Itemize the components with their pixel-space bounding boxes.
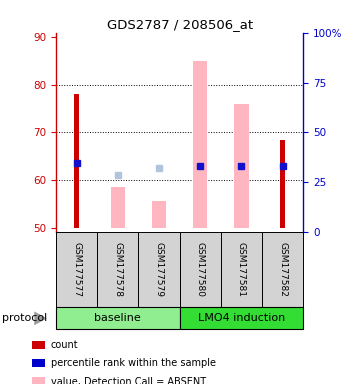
Bar: [74, 94, 79, 228]
Bar: [280, 140, 285, 228]
Text: GSM177579: GSM177579: [155, 242, 164, 297]
Text: GSM177581: GSM177581: [237, 242, 246, 297]
Text: GSM177580: GSM177580: [196, 242, 205, 297]
Text: baseline: baseline: [94, 313, 141, 323]
Text: GSM177578: GSM177578: [113, 242, 122, 297]
Text: value, Detection Call = ABSENT: value, Detection Call = ABSENT: [51, 377, 206, 384]
Text: GSM177577: GSM177577: [72, 242, 81, 297]
Title: GDS2787 / 208506_at: GDS2787 / 208506_at: [106, 18, 253, 31]
Text: protocol: protocol: [2, 313, 47, 323]
Bar: [152, 202, 166, 228]
Text: percentile rank within the sample: percentile rank within the sample: [51, 358, 216, 368]
Text: count: count: [51, 340, 78, 350]
Bar: [193, 61, 208, 228]
Text: GSM177582: GSM177582: [278, 242, 287, 297]
Bar: [110, 187, 125, 228]
Bar: [234, 104, 249, 228]
Text: LMO4 induction: LMO4 induction: [198, 313, 285, 323]
